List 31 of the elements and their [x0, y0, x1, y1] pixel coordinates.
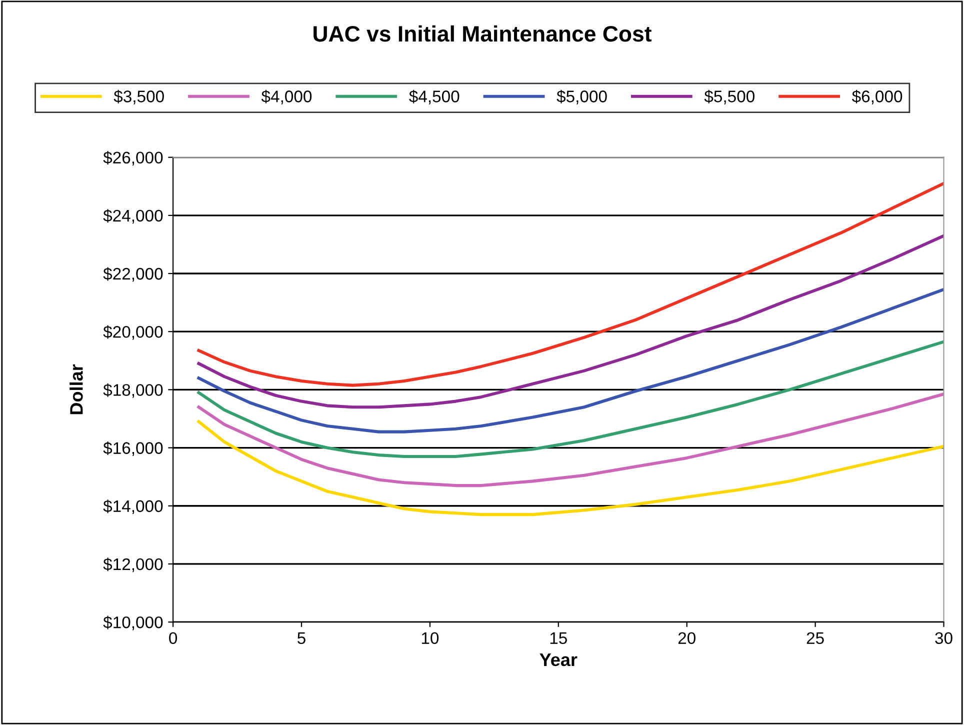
legend-label: $6,000 [852, 90, 902, 104]
line-series [197, 392, 944, 488]
legend-label: $5,000 [556, 90, 607, 104]
x-tick-label: 20 [678, 632, 696, 644]
line-series [197, 420, 944, 516]
legend-label: $4,500 [409, 90, 460, 104]
x-tick-label: 30 [935, 632, 952, 644]
line-series [197, 182, 944, 387]
line-series [197, 288, 944, 434]
x-tick-label: 0 [169, 632, 178, 644]
y-axis-title: Dollar [70, 364, 83, 414]
line-series [197, 234, 944, 409]
chart-title: UAC vs Initial Maintenance Cost [314, 25, 652, 42]
legend-label: $3,500 [114, 90, 164, 104]
y-tick-label: $24,000 [103, 209, 163, 224]
line-series [197, 340, 944, 458]
y-tick-label: $18,000 [103, 383, 163, 398]
legend-label: $5,500 [704, 90, 754, 104]
x-tick-label: 25 [806, 632, 824, 644]
y-tick-label: $14,000 [103, 500, 163, 514]
legend-label: $4,000 [261, 90, 312, 104]
x-tick-label: 15 [550, 632, 567, 644]
y-tick-label: $16,000 [103, 441, 163, 456]
x-tick-label: 5 [298, 632, 306, 644]
y-tick-label: $22,000 [103, 267, 163, 282]
y-tick-label: $26,000 [103, 151, 163, 166]
y-tick-label: $10,000 [103, 616, 163, 630]
y-tick-label: $12,000 [103, 558, 163, 572]
x-axis-title: Year [540, 654, 578, 666]
x-tick-label: 10 [422, 632, 439, 644]
y-tick-label: $20,000 [103, 325, 163, 340]
